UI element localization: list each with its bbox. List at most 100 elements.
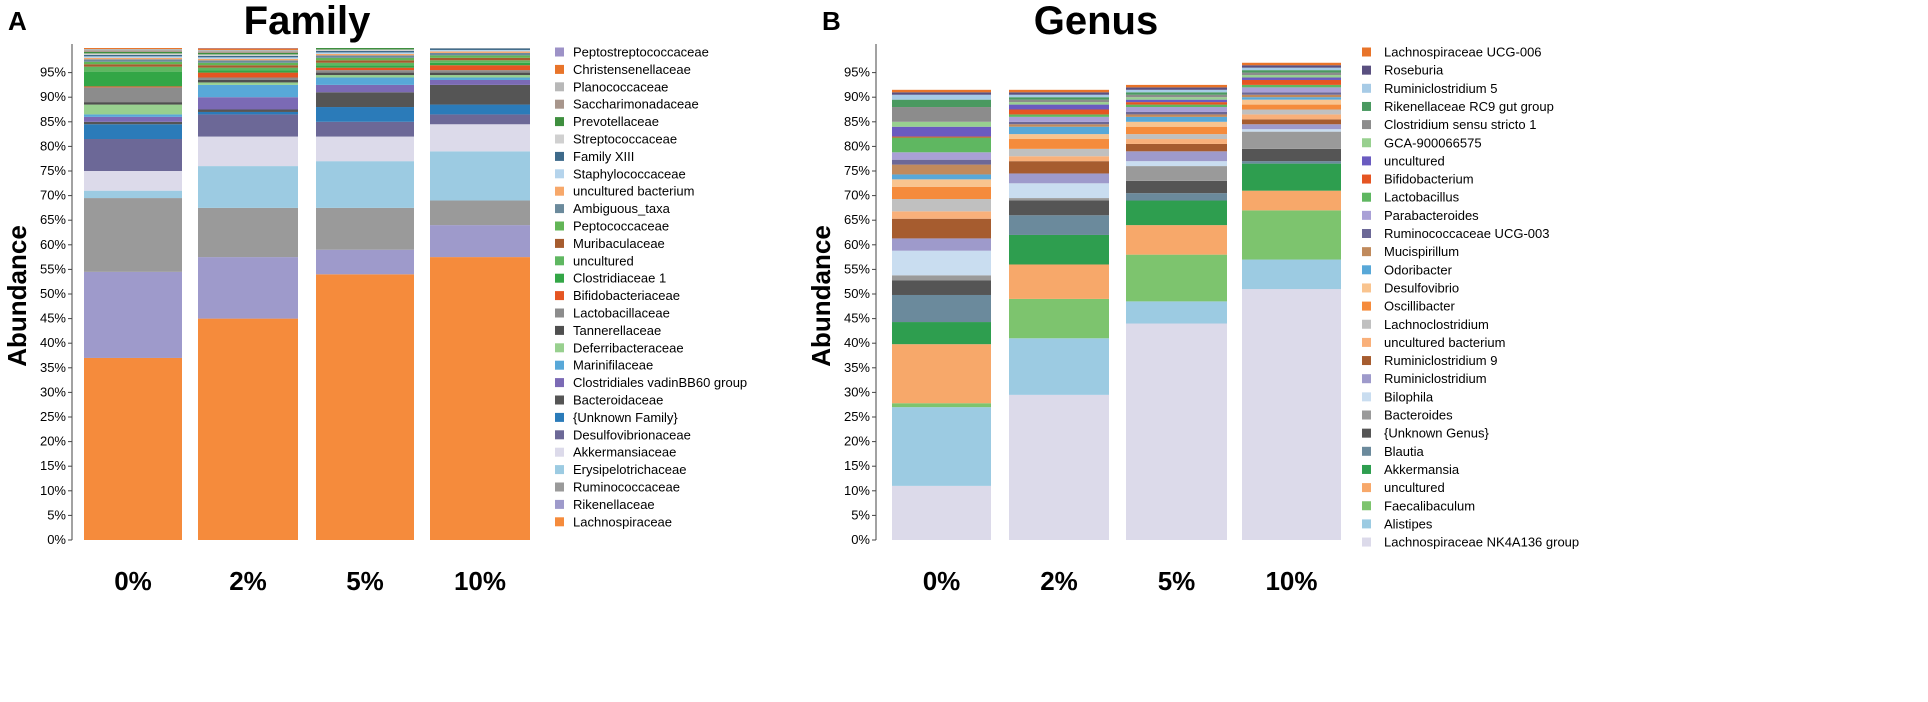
- chart-b-x-axis: 0% 2% 5% 10%: [923, 566, 1318, 596]
- legend-swatch: [1362, 229, 1371, 238]
- legend-label: Alistipes: [1384, 516, 1433, 531]
- bar-segment-0%-11: [84, 102, 182, 105]
- legend-swatch: [1362, 537, 1371, 547]
- legend-swatch: [1362, 47, 1371, 57]
- bar-segment-2%-20: [1009, 109, 1109, 115]
- bar-segment-5%-12: [316, 70, 414, 73]
- y-tick-label: 35%: [844, 360, 870, 375]
- legend-label: Faecalibaculum: [1384, 498, 1475, 513]
- bar-segment-0%-5: [84, 139, 182, 171]
- chart-a-bars: [84, 48, 530, 540]
- bar-segment-5%-16: [1126, 114, 1227, 117]
- bar-segment-0%-16: [84, 64, 182, 67]
- bar-segment-5%-10: [1126, 143, 1227, 152]
- bar-segment-10%-9: [430, 77, 530, 80]
- x-tick-label: 0%: [114, 566, 152, 596]
- bar-segment-2%-3: [198, 166, 298, 208]
- bar-segment-0%-8: [892, 250, 991, 276]
- legend-label: Marinifilaceae: [573, 358, 653, 373]
- legend-label: Akkermansiaceae: [573, 445, 676, 460]
- legend-swatch: [555, 308, 564, 318]
- bar-segment-5%-13: [1126, 126, 1227, 135]
- bar-segment-5%-13: [316, 67, 414, 71]
- bar-segment-5%-2: [1126, 254, 1227, 302]
- legend-swatch: [555, 430, 564, 440]
- bar-segment-5%-1: [316, 249, 414, 275]
- bar-segment-5%-0: [1126, 323, 1227, 540]
- bar-segment-5%-9: [1126, 151, 1227, 162]
- panel-b: B Genus Abundance 0% 5% 10% 15% 20% 25% 30% 35%…: [806, 0, 1579, 596]
- legend-label: Peptococcaceae: [573, 219, 669, 234]
- chart-b-legend: Lachnospiraceae UCG-006 Roseburia Ruminicl…: [1362, 45, 1579, 550]
- y-tick-label: 0%: [851, 532, 870, 547]
- bar-segment-2%-5: [198, 114, 298, 137]
- legend-swatch: [555, 256, 564, 266]
- bar-segment-0%-20: [892, 136, 991, 138]
- bar-segment-2%-22: [198, 54, 298, 56]
- bar-segment-10%-22: [1242, 75, 1341, 78]
- bar-segment-0%-3: [892, 344, 991, 404]
- legend-label: Ruminococcaceae UCG-003: [1384, 226, 1549, 241]
- legend-swatch: [555, 64, 564, 74]
- legend-label: Bifidobacteriaceae: [573, 288, 680, 303]
- bar-segment-10%-20: [1242, 79, 1341, 85]
- bar-segment-0%-4: [84, 171, 182, 191]
- bar-segment-0%-26: [892, 92, 991, 95]
- legend-label: Bacteroidaceae: [573, 393, 663, 408]
- legend-label: uncultured: [1384, 153, 1445, 168]
- bar-segment-2%-17: [198, 62, 298, 66]
- legend-swatch: [1362, 392, 1371, 402]
- bar-segment-10%-12: [1242, 109, 1341, 115]
- bar-segment-2%-0: [198, 318, 298, 540]
- bar-segment-5%-16: [316, 60, 414, 63]
- legend-label: Odoribacter: [1384, 262, 1453, 277]
- bar-segment-2%-13: [1009, 139, 1109, 149]
- legend-swatch: [555, 447, 564, 457]
- bar-segment-2%-15: [1009, 126, 1109, 135]
- y-tick-label: 65%: [844, 212, 870, 227]
- x-tick-label: 10%: [1265, 566, 1317, 596]
- bar-segment-0%-14: [84, 71, 182, 87]
- legend-label: Lachnospiraceae: [573, 514, 672, 529]
- bar-segment-2%-18: [198, 60, 298, 63]
- bar-segment-0%-22: [84, 53, 182, 55]
- bar-segment-2%-16: [1009, 124, 1109, 127]
- bar-segment-0%-23: [84, 51, 182, 54]
- legend-label: Erysipelotrichaceae: [573, 462, 686, 477]
- legend-label: Prevotellaceae: [573, 114, 659, 129]
- x-tick-label: 0%: [923, 566, 961, 596]
- y-tick-label: 60%: [844, 237, 870, 252]
- legend-label: uncultured: [573, 253, 634, 268]
- y-tick-label: 80%: [844, 138, 870, 153]
- bar-segment-2%-13: [198, 72, 298, 78]
- legend-swatch: [1362, 265, 1371, 275]
- legend-label: Staphylococcaceae: [573, 166, 686, 181]
- bar-segment-5%-5: [1126, 193, 1227, 201]
- bar-segment-5%-3: [316, 161, 414, 208]
- legend-label: Bifidobacterium: [1384, 172, 1474, 187]
- bar-segment-10%-7: [430, 84, 530, 105]
- legend-label: Muribaculaceae: [573, 236, 665, 251]
- bar-segment-5%-4: [1126, 200, 1227, 226]
- legend-label: uncultured: [1384, 480, 1445, 495]
- bar-segment-0%-15: [892, 174, 991, 180]
- bar-segment-2%-26: [1009, 92, 1109, 95]
- bar-segment-10%-15: [430, 60, 530, 63]
- bar-segment-2%-7: [198, 109, 298, 112]
- bar-segment-10%-20: [430, 49, 530, 52]
- legend-label: Clostridiales vadinBB60 group: [573, 375, 747, 390]
- chart-a-title: Family: [244, 0, 371, 43]
- bar-segment-2%-12: [1009, 148, 1109, 157]
- y-tick-label: 45%: [40, 311, 66, 326]
- bar-segment-0%-15: [84, 66, 182, 72]
- bar-segment-0%-23: [892, 107, 991, 122]
- bar-segment-2%-23: [198, 52, 298, 55]
- legend-label: Streptococcaceae: [573, 132, 677, 147]
- bar-segment-10%-10: [1242, 119, 1341, 125]
- legend-swatch: [1362, 301, 1371, 311]
- bar-segment-5%-8: [1126, 161, 1227, 167]
- bar-segment-2%-24: [198, 51, 298, 53]
- bar-segment-2%-8: [1009, 183, 1109, 199]
- bar-segment-0%-7: [892, 275, 991, 281]
- bar-segment-5%-14: [1126, 121, 1227, 127]
